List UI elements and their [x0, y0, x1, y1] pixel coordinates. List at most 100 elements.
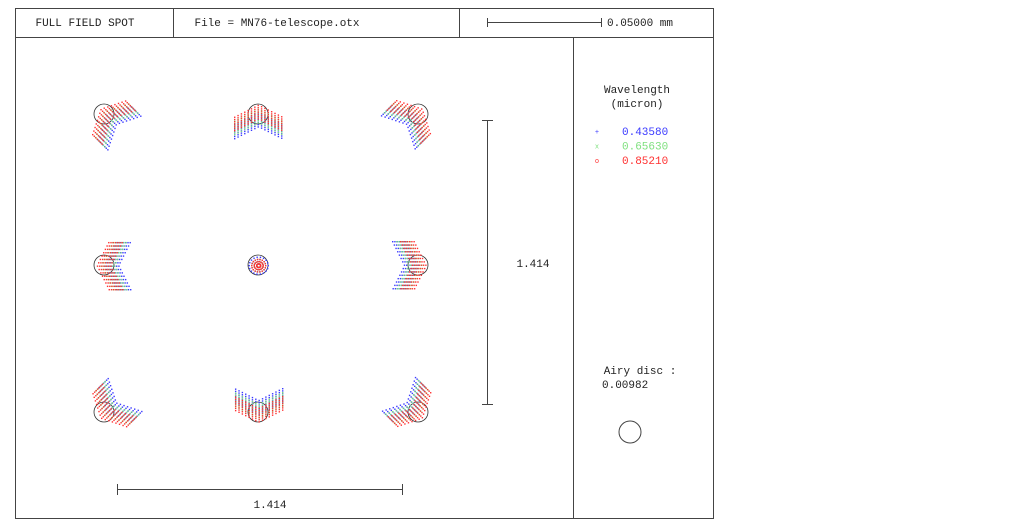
spot-dot [237, 130, 239, 132]
spot-dot [390, 409, 393, 412]
spot-dot [391, 109, 394, 111]
spot-dot [104, 272, 107, 274]
spot-dot [417, 281, 419, 283]
spot-dot [110, 398, 113, 400]
spot-dot [257, 124, 259, 126]
spot-dot [419, 128, 422, 130]
spot-dot [419, 410, 422, 412]
spot-dot [118, 414, 120, 417]
spot-dot [396, 118, 399, 120]
spot-dot [255, 413, 257, 415]
spot-dot [394, 105, 397, 108]
spot-dot [119, 289, 122, 291]
spot-dot [102, 144, 105, 147]
spot-dot [99, 400, 101, 402]
legend-title: Wavelength [604, 85, 670, 97]
spot-dot [111, 111, 114, 113]
spot-dot [112, 265, 114, 267]
spot-dot [258, 407, 260, 410]
spot-dot [274, 119, 276, 121]
spot-dot [410, 261, 412, 263]
spot-dot [398, 121, 401, 123]
spot-dot [251, 411, 254, 413]
spot-dot [132, 112, 134, 114]
spot-dot [424, 390, 426, 393]
spot-dot [396, 100, 398, 102]
spot-dot [112, 278, 114, 281]
spot-dot [122, 278, 125, 281]
spot-dot [126, 101, 128, 104]
spot-dot [281, 125, 283, 127]
spot-dot [422, 271, 424, 273]
spot-dot [247, 109, 249, 112]
spot-dot [409, 419, 412, 421]
legend-label: 0.65630 [622, 141, 668, 153]
spot-dot [421, 416, 424, 419]
spot-dot [261, 408, 264, 410]
spot-dot [252, 269, 255, 271]
spot-dot [410, 247, 412, 250]
spot-dot [129, 105, 132, 107]
spot-dot [418, 119, 421, 122]
spot-dot [253, 263, 256, 265]
spot-dot [422, 389, 424, 391]
spot-dot [411, 122, 414, 124]
spot-dot [414, 390, 416, 392]
spot-dot [105, 265, 108, 267]
spot-dot [415, 123, 418, 125]
spot-dot [385, 409, 387, 411]
spot-dot [394, 284, 396, 287]
spot-dot [414, 110, 416, 112]
spot-dot [103, 406, 105, 408]
spot-dot [275, 393, 277, 395]
spot-dot [104, 258, 106, 261]
spot-dot [95, 395, 97, 397]
spot-dot [255, 261, 258, 263]
spot-dot [118, 108, 121, 111]
spot-dot [108, 381, 111, 383]
spot-dot [405, 109, 407, 111]
spot-dot [387, 113, 389, 115]
spot-dot [277, 121, 280, 123]
spot-dot [407, 112, 409, 114]
spot-dot [257, 104, 259, 107]
spot-dot [274, 114, 276, 117]
spot-dot [109, 400, 111, 402]
spot-dot [419, 267, 421, 270]
spot-dot [411, 117, 413, 120]
spot-dot [122, 121, 124, 123]
spot-dot [120, 278, 123, 281]
spot-dot [102, 397, 104, 399]
spot-dot [407, 398, 410, 400]
spot-dot [428, 134, 430, 136]
spot-dot [397, 247, 399, 250]
spot-dot [393, 117, 395, 119]
spot-dot [244, 111, 246, 113]
spot-dot [410, 128, 412, 131]
spot-dot [244, 113, 246, 116]
spot-dot [112, 106, 114, 109]
spot-dot [396, 405, 398, 408]
spot-dot [103, 255, 105, 257]
spot-dot [420, 142, 422, 144]
spot-dot [250, 129, 253, 131]
spot-dot [428, 390, 430, 392]
spot-dot [420, 274, 423, 276]
spot-dot [126, 285, 128, 288]
legend-symbol: + [595, 129, 599, 137]
spot-dot [392, 416, 395, 418]
spot-dot [248, 264, 250, 267]
spot-dot [110, 408, 112, 410]
spot-dot [403, 106, 405, 109]
spot-dot [234, 405, 237, 407]
spot-dot [234, 403, 237, 405]
spot-dot [120, 407, 122, 410]
spot-dot [120, 255, 122, 257]
spot-dot [241, 408, 244, 411]
spot-dot [401, 411, 404, 413]
spot-dot [260, 110, 263, 112]
spot-dot [265, 415, 267, 417]
spot-dot [245, 406, 247, 408]
spot-dot [101, 129, 104, 131]
